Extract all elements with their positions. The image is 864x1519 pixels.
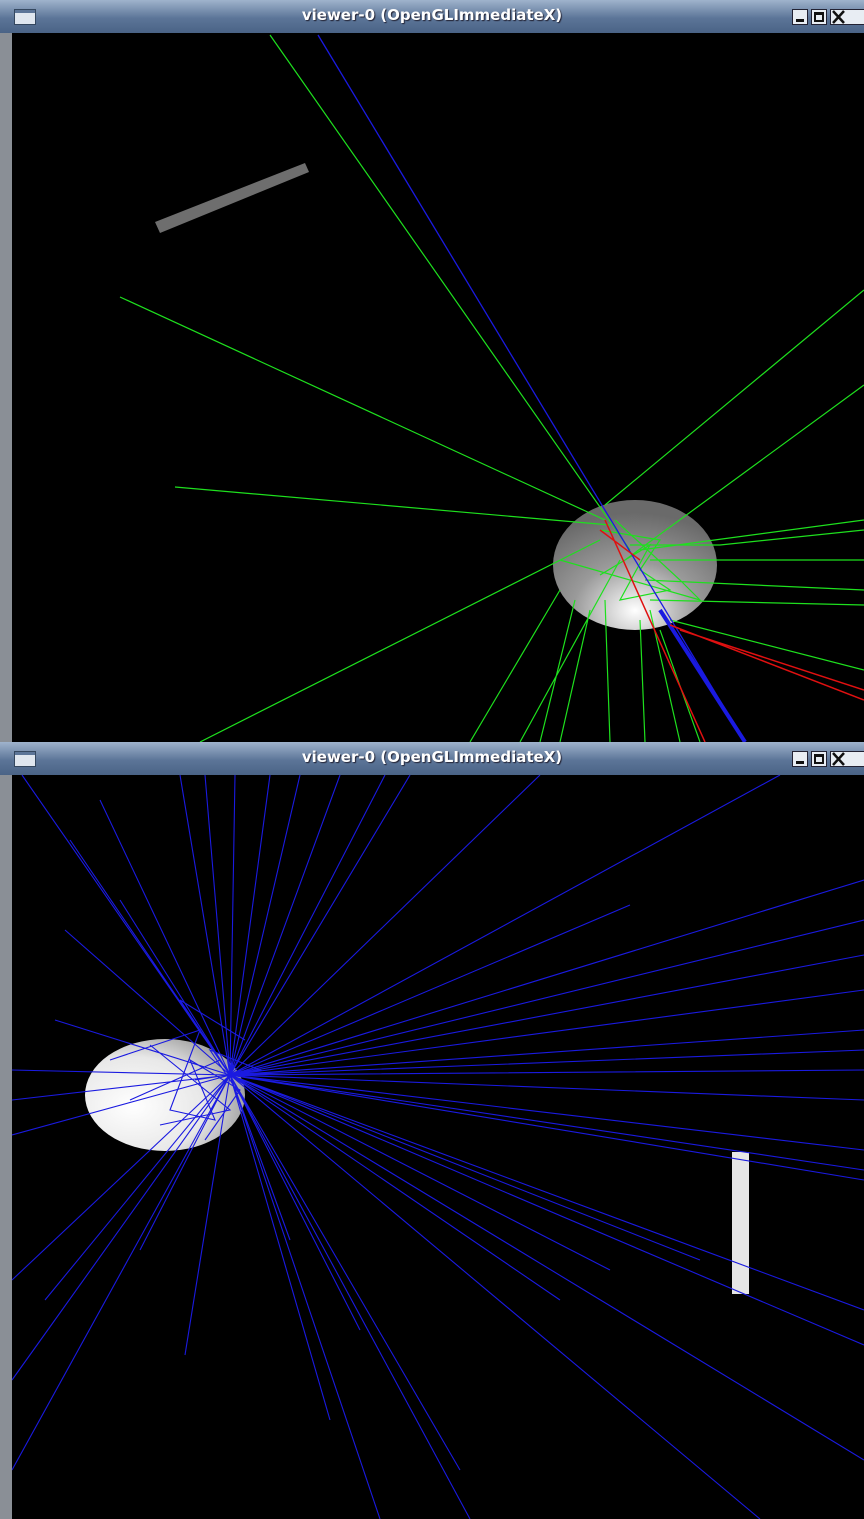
maximize-button[interactable] bbox=[811, 751, 827, 767]
title-bar: viewer-0 (OpenGLImmediateX) bbox=[0, 0, 864, 33]
minimize-button[interactable] bbox=[792, 751, 808, 767]
detector-slab bbox=[155, 163, 309, 233]
minimize-button[interactable] bbox=[792, 9, 808, 25]
close-icon bbox=[832, 752, 845, 766]
maximize-button[interactable] bbox=[811, 9, 827, 25]
gl-view bbox=[12, 775, 864, 1519]
close-button[interactable] bbox=[830, 751, 864, 767]
scene bbox=[12, 33, 864, 742]
blue-track-bundle bbox=[658, 608, 747, 742]
window-icon[interactable] bbox=[14, 751, 36, 767]
detector-slab bbox=[732, 1152, 749, 1294]
window-icon[interactable] bbox=[14, 9, 36, 25]
title-bar: viewer-0 (OpenGLImmediateX) bbox=[0, 742, 864, 775]
blue-track bbox=[317, 34, 746, 742]
red-tracks bbox=[599, 519, 864, 742]
window-title: viewer-0 (OpenGLImmediateX) bbox=[301, 6, 563, 24]
close-icon bbox=[832, 10, 845, 24]
scene bbox=[12, 775, 864, 1519]
viewer-window: viewer-0 (OpenGLImmediateX) bbox=[0, 0, 864, 742]
close-button[interactable] bbox=[830, 9, 864, 25]
gl-view bbox=[12, 33, 864, 742]
target-sphere bbox=[553, 500, 717, 630]
blue-tracks bbox=[12, 775, 864, 1519]
window-title: viewer-0 (OpenGLImmediateX) bbox=[301, 748, 563, 766]
viewer-window: viewer-0 (OpenGLImmediateX) bbox=[0, 742, 864, 1519]
background bbox=[12, 33, 864, 742]
